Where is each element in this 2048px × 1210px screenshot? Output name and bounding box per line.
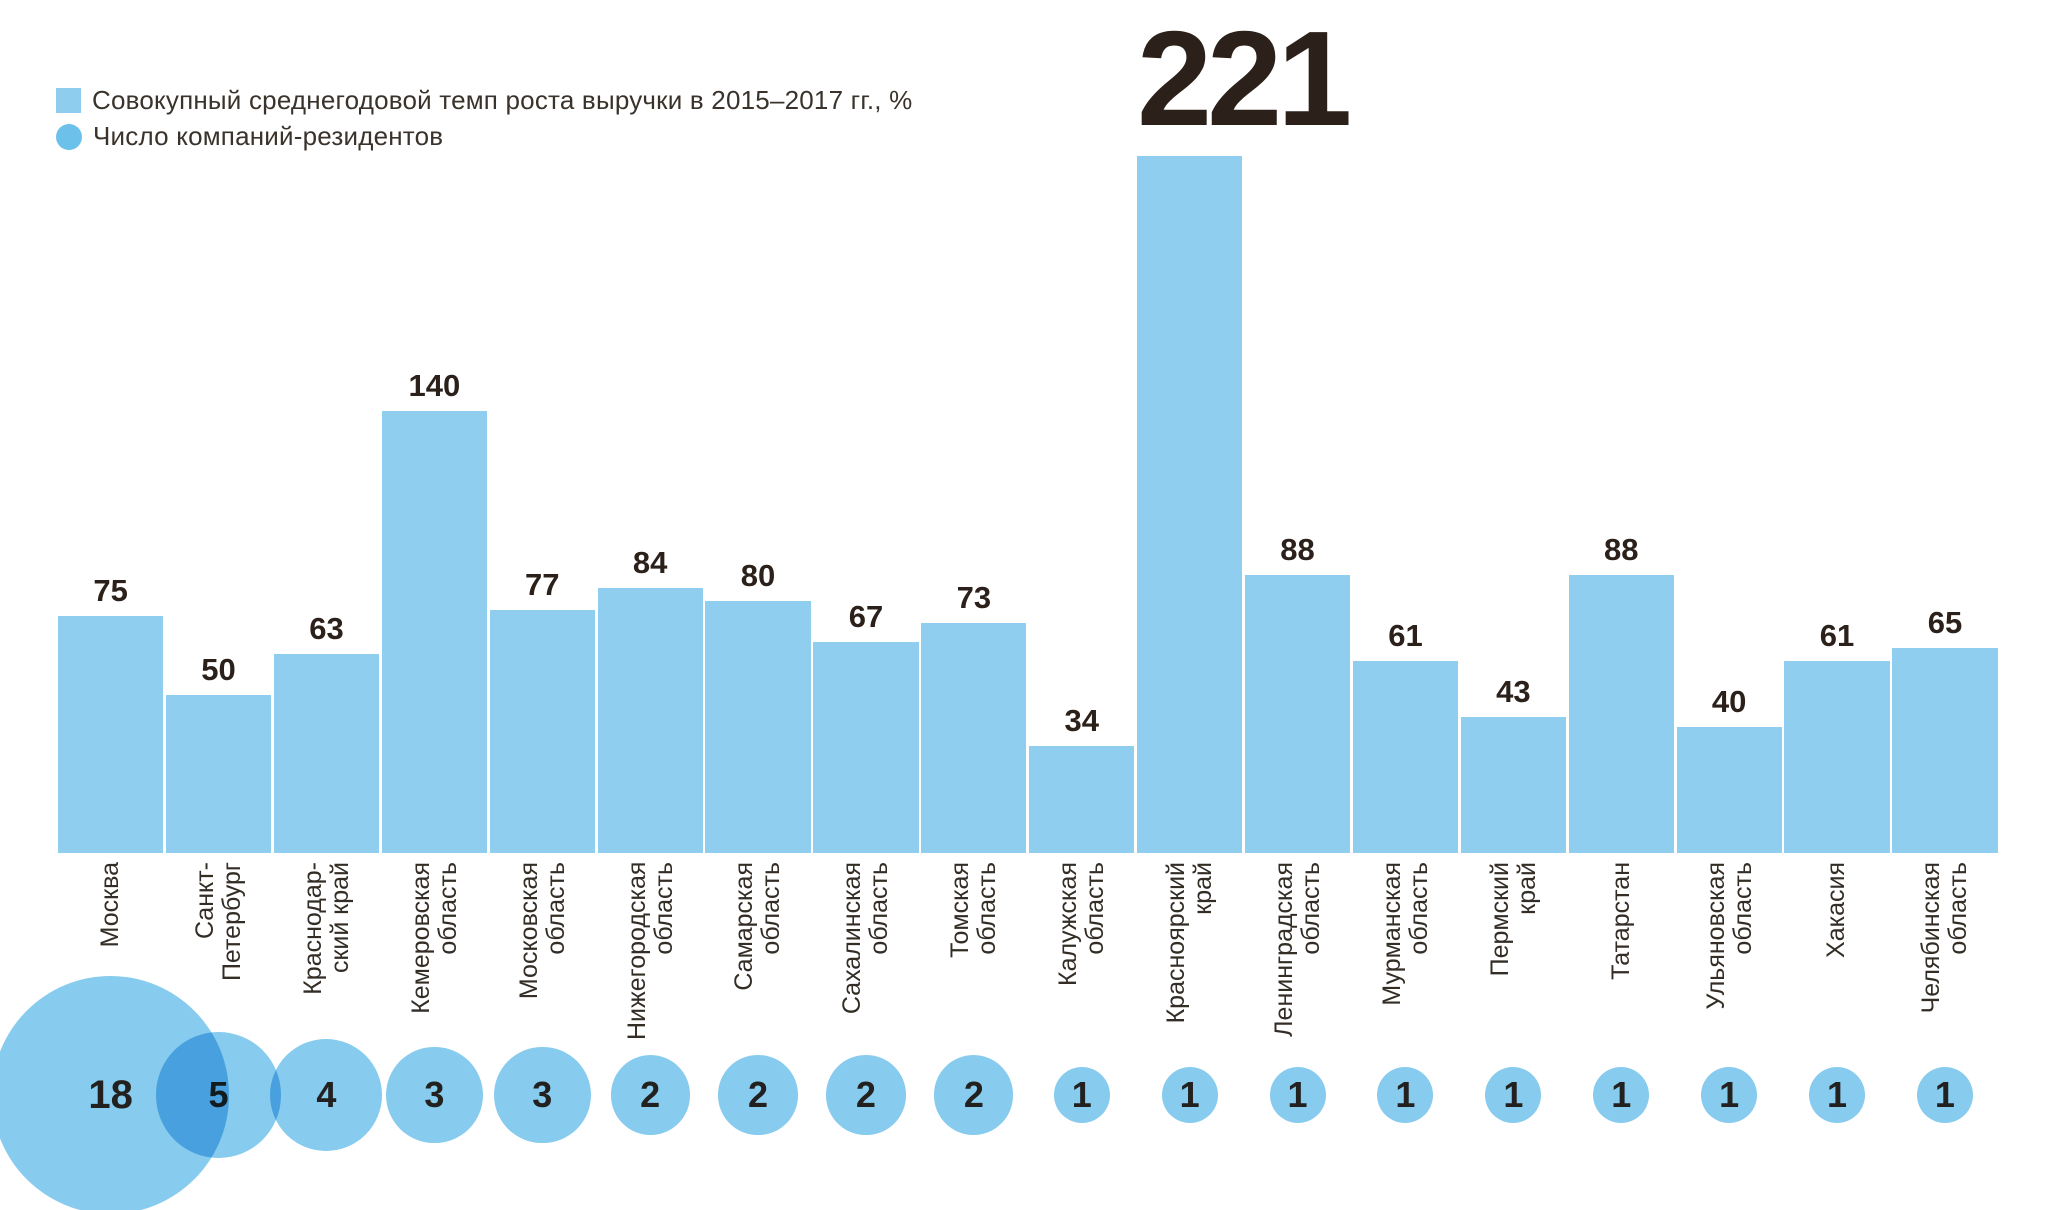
bubble-Красноярский край: 1 — [1161, 1067, 1218, 1123]
bar-value-label: 88 — [1280, 532, 1315, 568]
circle-swatch-icon — [56, 123, 82, 150]
bubble-count-label: 2 — [748, 1073, 769, 1115]
bar-Калужская область — [1029, 745, 1135, 853]
bubble-count-label: 1 — [1179, 1074, 1200, 1115]
bar-Татарстан — [1568, 575, 1674, 853]
bubble-count-label: 2 — [855, 1073, 876, 1115]
bar-value-label: 73 — [956, 579, 992, 615]
x-axis-label: Сахалинская область — [837, 862, 893, 1015]
legend-bar-label: Совокупный среднегодовой темп роста выру… — [92, 85, 913, 115]
bubble-Сахалинская область: 2 — [826, 1055, 906, 1135]
bar-Нижегородская область — [597, 587, 703, 853]
bar-Красноярский край — [1137, 155, 1243, 853]
x-axis-label: Томская область — [945, 862, 1001, 958]
bar-value-label: 80 — [740, 557, 776, 593]
bubble-count-label: 18 — [88, 1072, 133, 1117]
bubble-Самарская область: 2 — [718, 1055, 798, 1135]
bubble-count-label: 5 — [208, 1073, 229, 1115]
bar-value-label: 34 — [1064, 702, 1099, 738]
bubble-count-label: 2 — [963, 1073, 984, 1115]
bar-Московская область — [489, 610, 595, 853]
bar-value-label: 40 — [1711, 683, 1747, 719]
legend-item-growth: Совокупный среднегодовой темп роста выру… — [56, 84, 912, 117]
bar-value-label: 84 — [632, 544, 668, 580]
bar-Мурманская область — [1352, 660, 1459, 853]
legend-bubble-label: Число компаний-резидентов — [93, 121, 444, 151]
bubble-Калужская область: 1 — [1053, 1067, 1110, 1123]
bubble-Татарстан: 1 — [1593, 1067, 1650, 1123]
x-axis-label: Калужская область — [1053, 862, 1109, 986]
bar-value-label: 50 — [201, 652, 236, 688]
bar-value-label: 43 — [1496, 674, 1531, 710]
bubble-Хакасия: 1 — [1809, 1067, 1866, 1123]
bar-Сахалинская область — [813, 641, 919, 853]
bar-value-label: 75 — [93, 573, 128, 609]
x-axis-label: Челябинская область — [1916, 862, 1972, 1014]
x-axis-label: Самарская область — [730, 862, 786, 991]
legend-item-residents: Число компаний-резидентов — [56, 120, 912, 153]
bar-Челябинская область — [1892, 647, 1998, 853]
bubble-Нижегородская область: 2 — [610, 1055, 690, 1135]
bar-Москва — [58, 616, 164, 853]
bar-value-label: 67 — [848, 598, 884, 634]
bubble-count-label: 1 — [1719, 1074, 1740, 1115]
bubble-Томская область: 2 — [934, 1055, 1014, 1135]
x-axis-label: Красноярский край — [1161, 862, 1217, 1024]
x-axis-label: Краснодар- ский край — [298, 862, 354, 995]
x-axis-label: Мурманская область — [1377, 862, 1433, 1006]
x-axis-label: Ленинградская область — [1269, 862, 1325, 1037]
bubble-Челябинская область: 1 — [1916, 1067, 1973, 1123]
bar-Кемеровская область — [381, 411, 487, 853]
x-axis-label: Ульяновская область — [1701, 862, 1757, 1010]
bubble-Мурманская область: 1 — [1377, 1067, 1434, 1123]
bar-Самарская область — [705, 600, 811, 853]
bubble-count-label: 1 — [1827, 1074, 1848, 1115]
x-axis-label: Пермский край — [1485, 862, 1541, 977]
bar-Краснодарский край — [273, 654, 380, 853]
x-axis-label: Хакасия — [1822, 862, 1851, 958]
x-axis-label: Нижегородская область — [622, 861, 678, 1040]
legend: Совокупный среднегодовой темп роста выру… — [56, 84, 912, 153]
bar-value-label: 77 — [525, 567, 560, 603]
bar-value-label: 88 — [1604, 532, 1639, 568]
bubble-count-label: 1 — [1503, 1074, 1524, 1115]
bubble-count-label: 1 — [1934, 1074, 1955, 1115]
bar-value-label: 63 — [309, 611, 344, 647]
x-axis-label: Кемеровская область — [406, 862, 462, 1014]
bubble-Кемеровская область: 3 — [385, 1046, 483, 1144]
bubble-Московская область: 3 — [493, 1046, 591, 1144]
bubble-count-label: 3 — [424, 1073, 445, 1115]
bubble-count-label: 4 — [316, 1074, 337, 1115]
bar-Ленинградская область — [1244, 575, 1351, 853]
bar-value-label: 61 — [1819, 617, 1855, 653]
bar-swatch-icon — [56, 88, 81, 113]
bar-value-label: 65 — [1927, 604, 1963, 640]
bar-value-label: 61 — [1388, 617, 1423, 653]
bubble-count-label: 1 — [1611, 1074, 1632, 1115]
bar-Ульяновская область — [1676, 726, 1782, 853]
bar-Хакасия — [1784, 660, 1890, 853]
x-axis-label: Татарстан — [1606, 862, 1635, 980]
bubble-Пермский край: 1 — [1485, 1067, 1542, 1123]
bubble-Краснодарский край: 4 — [270, 1039, 383, 1151]
bar-Томская область — [921, 622, 1027, 853]
bubble-count-label: 2 — [640, 1073, 661, 1115]
bubble-count-label: 3 — [532, 1073, 553, 1115]
bar-Пермский край — [1460, 717, 1566, 853]
bubble-count-label: 1 — [1287, 1074, 1308, 1115]
x-axis-label: Московская область — [514, 862, 570, 1000]
bubble-count-label: 1 — [1071, 1074, 1092, 1115]
bubble-Санкт-Петербург: 5 — [155, 1032, 282, 1158]
bubble-Ульяновская область: 1 — [1701, 1067, 1758, 1123]
bubble-count-label: 1 — [1395, 1074, 1416, 1115]
bar-value-label: 221 — [1137, 2, 1352, 154]
bar-Санкт-Петербург — [165, 695, 272, 853]
bar-value-label: 140 — [408, 368, 461, 404]
bubble-Ленинградская область: 1 — [1269, 1067, 1326, 1123]
